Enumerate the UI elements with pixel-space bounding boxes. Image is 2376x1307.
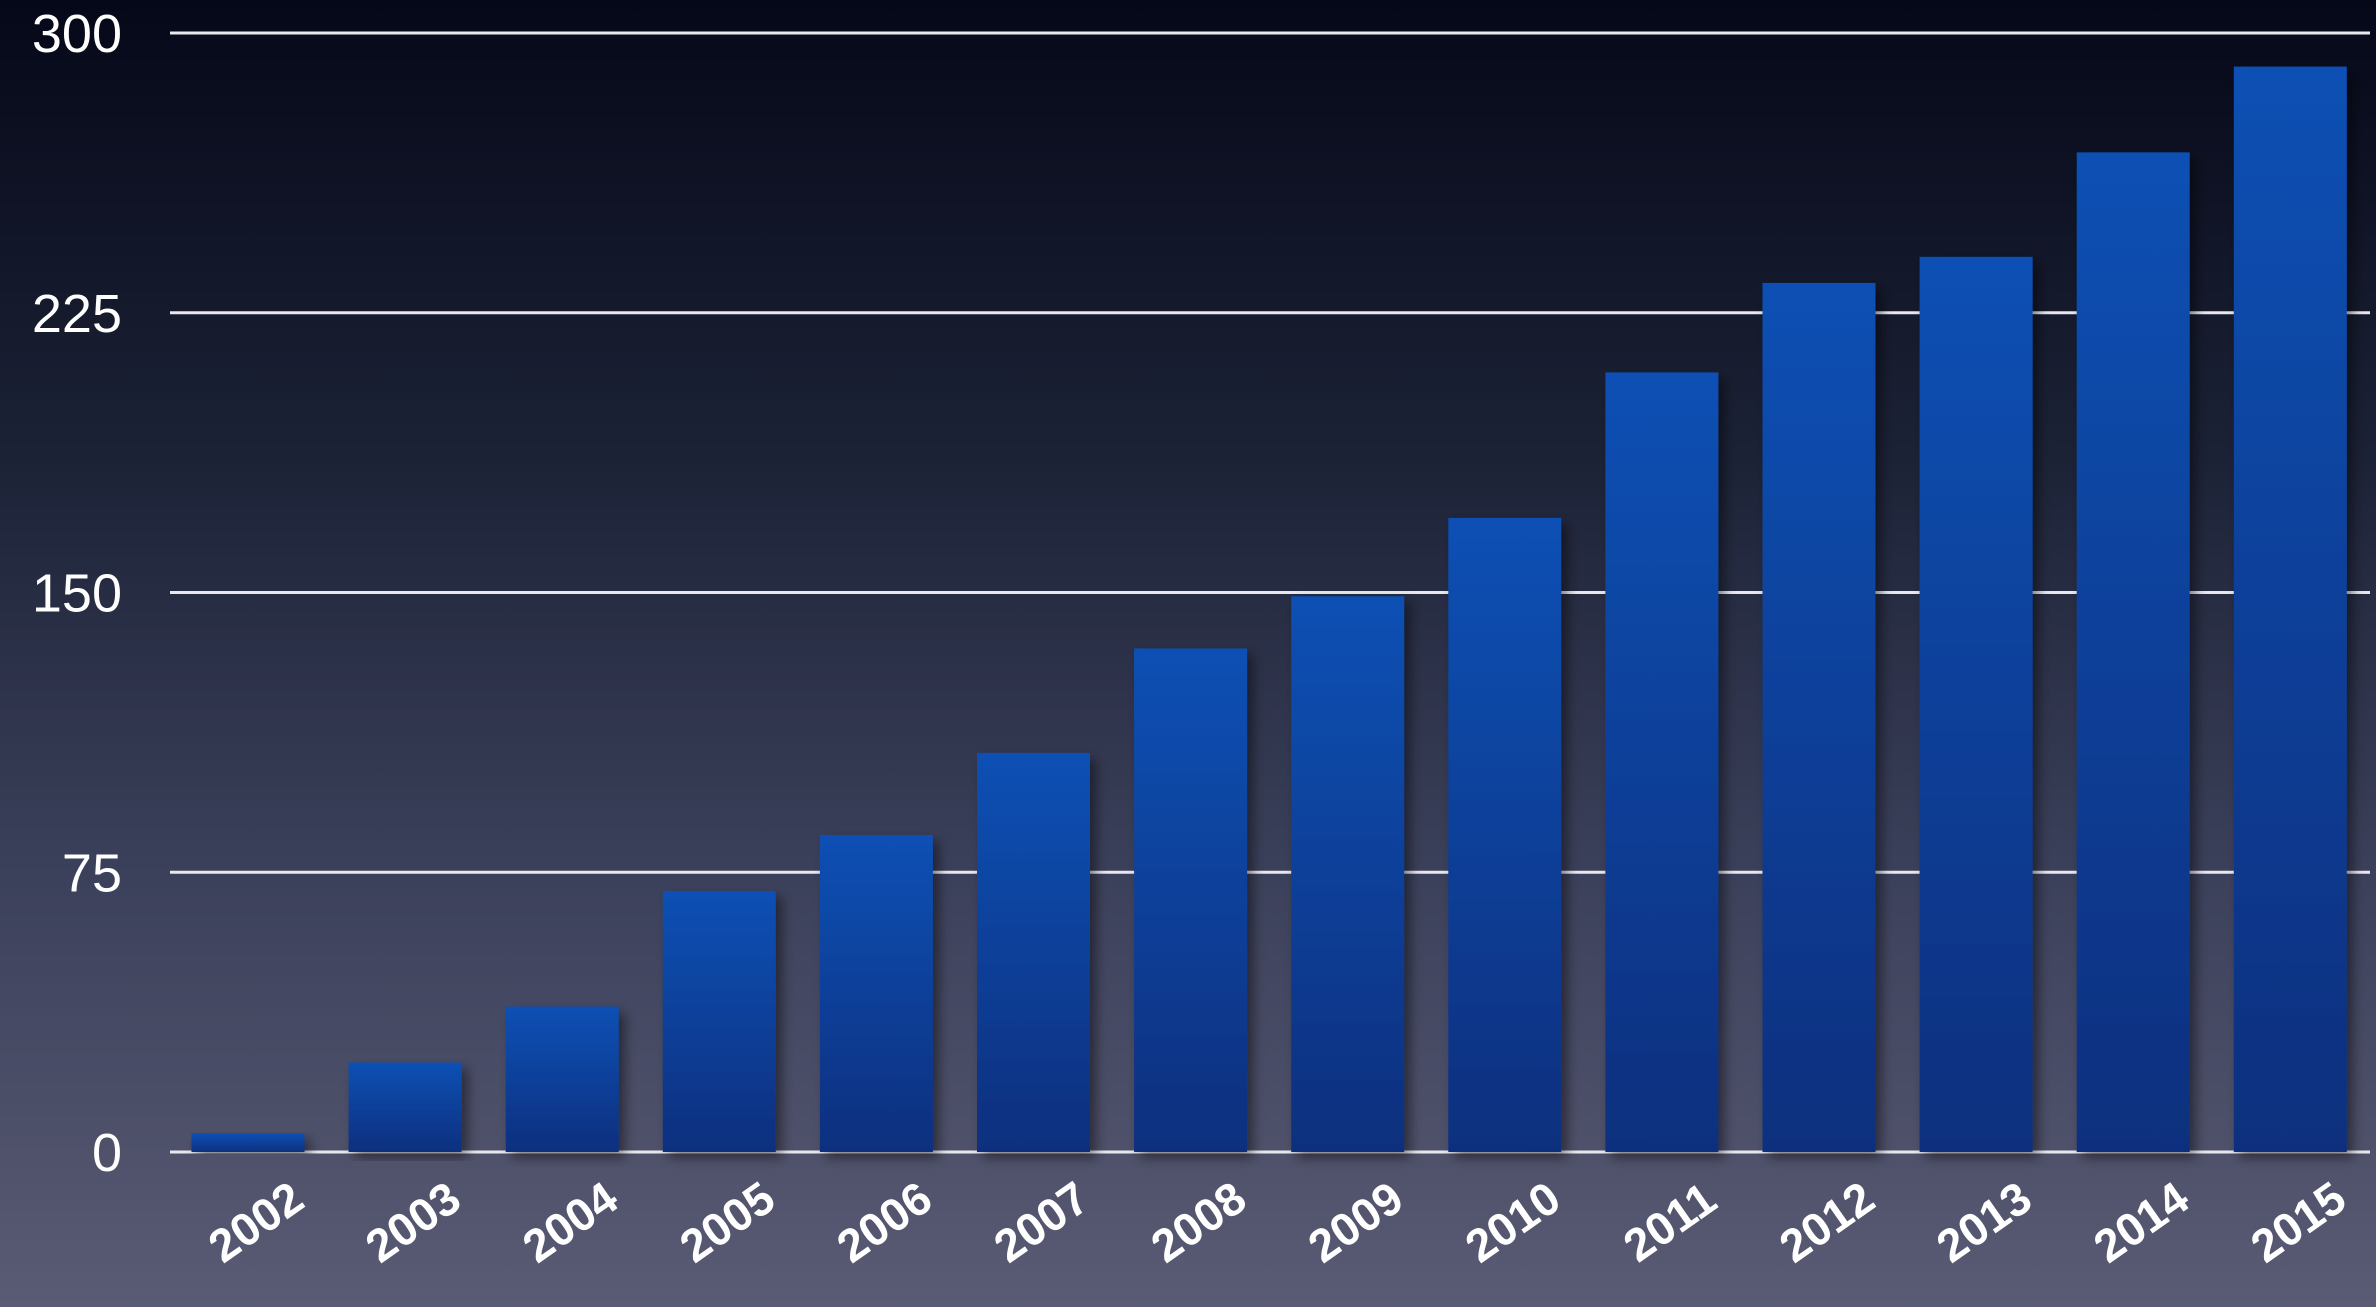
x-tick-label: 2008 [1142, 1171, 1256, 1272]
y-axis-ticks: 0 75 150 225 300 [32, 4, 122, 1183]
x-tick-label: 2015 [2241, 1171, 2355, 1272]
x-tick-label: 2002 [199, 1171, 313, 1272]
bar-2005 [662, 890, 776, 1152]
x-tick-label: 2011 [1614, 1172, 1726, 1272]
bar-2009 [1291, 596, 1405, 1152]
x-tick-label: 2013 [1927, 1171, 2041, 1272]
x-tick-label: 2010 [1456, 1171, 1570, 1272]
bar-2002 [191, 1133, 305, 1152]
x-tick-label: 2009 [1299, 1171, 1413, 1272]
bar-2006 [819, 834, 933, 1152]
bar-2003 [348, 1062, 462, 1152]
bar-2011 [1605, 372, 1719, 1152]
bar-2015 [2233, 66, 2347, 1153]
bar-2007 [977, 752, 1090, 1152]
y-tick-label: 150 [32, 564, 122, 624]
y-tick-label: 300 [32, 4, 122, 64]
y-tick-label: 225 [32, 284, 122, 344]
x-tick-label: 2004 [513, 1171, 627, 1273]
x-tick-label: 2005 [670, 1171, 784, 1272]
bar-2012 [1762, 282, 1876, 1152]
bar-2004 [505, 1006, 619, 1152]
x-tick-label: 2012 [1770, 1171, 1884, 1272]
y-tick-label: 0 [92, 1123, 122, 1183]
x-tick-label: 2007 [984, 1171, 1098, 1272]
x-tick-label: 2003 [356, 1171, 470, 1272]
y-tick-label: 75 [62, 843, 122, 903]
bar-2008 [1134, 648, 1248, 1152]
bar-2014 [2076, 152, 2190, 1153]
bar-2013 [1919, 256, 2033, 1152]
gridlines [170, 31, 2370, 1154]
bars [191, 66, 2347, 1153]
x-tick-label: 2006 [827, 1171, 941, 1272]
bar-2010 [1448, 517, 1562, 1152]
x-tick-label: 2014 [2084, 1171, 2198, 1273]
x-axis-ticks: 2002 2003 2004 2005 2006 2007 2008 2009 2010 2011… [199, 1171, 2355, 1273]
